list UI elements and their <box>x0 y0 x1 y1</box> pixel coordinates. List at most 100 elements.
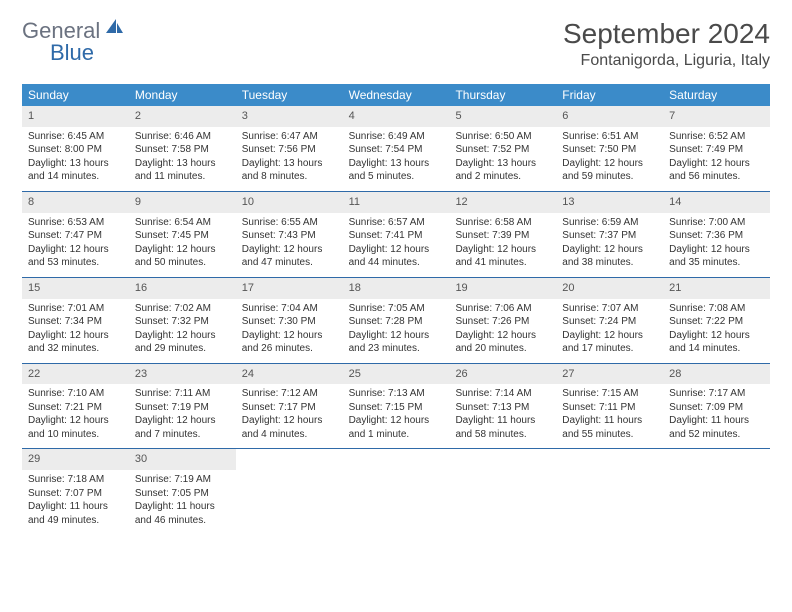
sunset-text: Sunset: 7:45 PM <box>135 229 230 243</box>
week-row: 8Sunrise: 6:53 AMSunset: 7:47 PMDaylight… <box>22 191 770 275</box>
sunset-text: Sunset: 7:54 PM <box>349 143 444 157</box>
day-body: Sunrise: 7:08 AMSunset: 7:22 PMDaylight:… <box>663 299 770 361</box>
day-cell: 11Sunrise: 6:57 AMSunset: 7:41 PMDayligh… <box>343 192 450 275</box>
sunset-text: Sunset: 7:26 PM <box>455 315 550 329</box>
sunset-text: Sunset: 7:52 PM <box>455 143 550 157</box>
sunset-text: Sunset: 7:11 PM <box>562 401 657 415</box>
day-cell: 13Sunrise: 6:59 AMSunset: 7:37 PMDayligh… <box>556 192 663 275</box>
daylight-text: Daylight: 12 hours and 56 minutes. <box>669 157 764 184</box>
daylight-text: Daylight: 12 hours and 17 minutes. <box>562 329 657 356</box>
sunrise-text: Sunrise: 7:12 AM <box>242 387 337 401</box>
daylight-text: Daylight: 12 hours and 44 minutes. <box>349 243 444 270</box>
day-cell <box>663 449 770 532</box>
day-body: Sunrise: 6:59 AMSunset: 7:37 PMDaylight:… <box>556 213 663 275</box>
daylight-text: Daylight: 11 hours and 46 minutes. <box>135 500 230 527</box>
day-cell: 21Sunrise: 7:08 AMSunset: 7:22 PMDayligh… <box>663 278 770 361</box>
day-body: Sunrise: 6:49 AMSunset: 7:54 PMDaylight:… <box>343 127 450 189</box>
day-number: 5 <box>449 106 556 127</box>
day-number: 29 <box>22 449 129 470</box>
sunset-text: Sunset: 7:49 PM <box>669 143 764 157</box>
daylight-text: Daylight: 12 hours and 53 minutes. <box>28 243 123 270</box>
daylight-text: Daylight: 12 hours and 41 minutes. <box>455 243 550 270</box>
day-body: Sunrise: 7:17 AMSunset: 7:09 PMDaylight:… <box>663 384 770 446</box>
day-number: 16 <box>129 278 236 299</box>
daylight-text: Daylight: 11 hours and 58 minutes. <box>455 414 550 441</box>
sunrise-text: Sunrise: 7:06 AM <box>455 302 550 316</box>
sunrise-text: Sunrise: 7:18 AM <box>28 473 123 487</box>
day-body: Sunrise: 7:19 AMSunset: 7:05 PMDaylight:… <box>129 470 236 532</box>
sunrise-text: Sunrise: 7:05 AM <box>349 302 444 316</box>
dow-cell: Friday <box>556 84 663 106</box>
day-number: 1 <box>22 106 129 127</box>
day-number: 11 <box>343 192 450 213</box>
sunrise-text: Sunrise: 6:47 AM <box>242 130 337 144</box>
daylight-text: Daylight: 12 hours and 47 minutes. <box>242 243 337 270</box>
day-number: 7 <box>663 106 770 127</box>
day-number: 20 <box>556 278 663 299</box>
day-body: Sunrise: 6:45 AMSunset: 8:00 PMDaylight:… <box>22 127 129 189</box>
day-body: Sunrise: 7:11 AMSunset: 7:19 PMDaylight:… <box>129 384 236 446</box>
day-cell: 27Sunrise: 7:15 AMSunset: 7:11 PMDayligh… <box>556 364 663 447</box>
day-number: 22 <box>22 364 129 385</box>
day-body: Sunrise: 6:51 AMSunset: 7:50 PMDaylight:… <box>556 127 663 189</box>
day-body: Sunrise: 6:54 AMSunset: 7:45 PMDaylight:… <box>129 213 236 275</box>
day-cell: 17Sunrise: 7:04 AMSunset: 7:30 PMDayligh… <box>236 278 343 361</box>
sunset-text: Sunset: 7:15 PM <box>349 401 444 415</box>
daylight-text: Daylight: 13 hours and 2 minutes. <box>455 157 550 184</box>
day-cell: 4Sunrise: 6:49 AMSunset: 7:54 PMDaylight… <box>343 106 450 189</box>
sunrise-text: Sunrise: 6:54 AM <box>135 216 230 230</box>
day-cell <box>449 449 556 532</box>
sunset-text: Sunset: 7:22 PM <box>669 315 764 329</box>
sunset-text: Sunset: 7:30 PM <box>242 315 337 329</box>
sunset-text: Sunset: 7:05 PM <box>135 487 230 501</box>
daylight-text: Daylight: 12 hours and 20 minutes. <box>455 329 550 356</box>
sunset-text: Sunset: 7:47 PM <box>28 229 123 243</box>
sunrise-text: Sunrise: 6:51 AM <box>562 130 657 144</box>
day-cell: 22Sunrise: 7:10 AMSunset: 7:21 PMDayligh… <box>22 364 129 447</box>
day-cell: 30Sunrise: 7:19 AMSunset: 7:05 PMDayligh… <box>129 449 236 532</box>
sunrise-text: Sunrise: 7:07 AM <box>562 302 657 316</box>
day-cell: 28Sunrise: 7:17 AMSunset: 7:09 PMDayligh… <box>663 364 770 447</box>
location: Fontanigorda, Liguria, Italy <box>563 52 770 70</box>
day-body: Sunrise: 7:12 AMSunset: 7:17 PMDaylight:… <box>236 384 343 446</box>
day-number: 9 <box>129 192 236 213</box>
day-body: Sunrise: 7:06 AMSunset: 7:26 PMDaylight:… <box>449 299 556 361</box>
daylight-text: Daylight: 11 hours and 49 minutes. <box>28 500 123 527</box>
sunrise-text: Sunrise: 6:45 AM <box>28 130 123 144</box>
logo-text-blue: Blue <box>50 40 94 65</box>
day-body: Sunrise: 7:01 AMSunset: 7:34 PMDaylight:… <box>22 299 129 361</box>
daylight-text: Daylight: 12 hours and 26 minutes. <box>242 329 337 356</box>
dow-cell: Wednesday <box>343 84 450 106</box>
sunrise-text: Sunrise: 7:02 AM <box>135 302 230 316</box>
sunset-text: Sunset: 7:37 PM <box>562 229 657 243</box>
sunset-text: Sunset: 7:19 PM <box>135 401 230 415</box>
day-number: 18 <box>343 278 450 299</box>
day-cell: 8Sunrise: 6:53 AMSunset: 7:47 PMDaylight… <box>22 192 129 275</box>
day-cell: 10Sunrise: 6:55 AMSunset: 7:43 PMDayligh… <box>236 192 343 275</box>
day-number: 21 <box>663 278 770 299</box>
day-body: Sunrise: 7:07 AMSunset: 7:24 PMDaylight:… <box>556 299 663 361</box>
day-of-week-row: SundayMondayTuesdayWednesdayThursdayFrid… <box>22 84 770 106</box>
sunrise-text: Sunrise: 6:57 AM <box>349 216 444 230</box>
day-body: Sunrise: 6:57 AMSunset: 7:41 PMDaylight:… <box>343 213 450 275</box>
day-body: Sunrise: 6:55 AMSunset: 7:43 PMDaylight:… <box>236 213 343 275</box>
week-row: 15Sunrise: 7:01 AMSunset: 7:34 PMDayligh… <box>22 277 770 361</box>
sunrise-text: Sunrise: 7:15 AM <box>562 387 657 401</box>
daylight-text: Daylight: 12 hours and 29 minutes. <box>135 329 230 356</box>
sunset-text: Sunset: 7:58 PM <box>135 143 230 157</box>
sunset-text: Sunset: 7:21 PM <box>28 401 123 415</box>
daylight-text: Daylight: 12 hours and 23 minutes. <box>349 329 444 356</box>
sunrise-text: Sunrise: 7:10 AM <box>28 387 123 401</box>
day-number: 6 <box>556 106 663 127</box>
dow-cell: Monday <box>129 84 236 106</box>
sunrise-text: Sunrise: 6:50 AM <box>455 130 550 144</box>
day-number: 10 <box>236 192 343 213</box>
calendar: SundayMondayTuesdayWednesdayThursdayFrid… <box>22 84 770 532</box>
day-number: 24 <box>236 364 343 385</box>
month-title: September 2024 <box>563 18 770 50</box>
day-cell: 12Sunrise: 6:58 AMSunset: 7:39 PMDayligh… <box>449 192 556 275</box>
day-number: 13 <box>556 192 663 213</box>
daylight-text: Daylight: 12 hours and 7 minutes. <box>135 414 230 441</box>
sunrise-text: Sunrise: 6:55 AM <box>242 216 337 230</box>
logo-sail-icon <box>104 17 124 40</box>
